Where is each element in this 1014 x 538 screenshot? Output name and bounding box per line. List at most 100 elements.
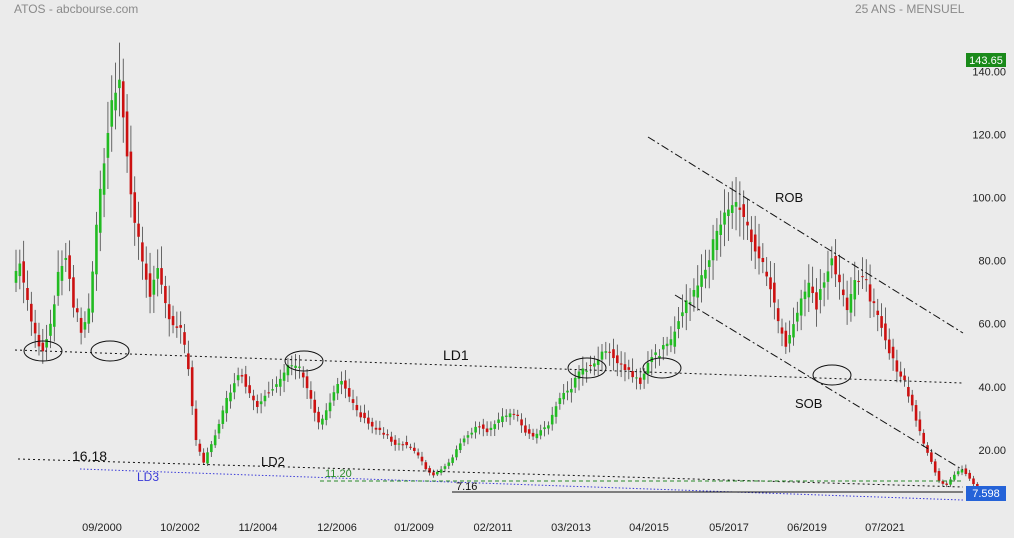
- candle-body: [799, 298, 803, 316]
- candle-body: [390, 436, 393, 442]
- candle-body: [937, 471, 941, 482]
- candle-body: [501, 416, 504, 423]
- candle-body: [815, 292, 818, 310]
- candle-body: [248, 385, 251, 394]
- candle-body: [508, 413, 512, 418]
- candle-body: [704, 269, 707, 279]
- annotation-7-16: 7.16: [456, 481, 477, 493]
- candle-body: [370, 421, 374, 427]
- candle-body: [612, 349, 615, 359]
- candle-body: [753, 234, 757, 252]
- candle-body: [141, 242, 144, 262]
- candle-body: [462, 438, 466, 443]
- candle-body: [769, 277, 772, 290]
- x-tick-label: 07/2021: [865, 522, 905, 534]
- candle-body: [956, 471, 960, 475]
- candle-body: [179, 325, 182, 328]
- candle-body: [416, 452, 420, 456]
- candle-body: [129, 151, 133, 195]
- candle-body: [819, 289, 822, 300]
- candle-body: [413, 447, 416, 451]
- x-tick-label: 04/2015: [629, 522, 669, 534]
- candle-body: [776, 308, 780, 322]
- candle-body: [171, 316, 175, 326]
- candle-body: [922, 432, 926, 444]
- candle-body: [895, 360, 899, 372]
- max-price-label: 143.65: [969, 55, 1003, 67]
- y-tick-label: 100.00: [972, 193, 1006, 205]
- last-price-label: 7.598: [972, 488, 1000, 500]
- header-left: ATOS - abcbourse.com: [14, 2, 139, 16]
- candle-body: [773, 282, 776, 303]
- candle-body: [543, 427, 546, 430]
- candle-body: [405, 441, 408, 446]
- candle-body: [397, 443, 401, 445]
- candle-body: [37, 334, 41, 347]
- circle-marker: [284, 350, 324, 372]
- x-tick-label: 12/2006: [317, 522, 357, 534]
- candle-body: [393, 439, 397, 445]
- x-tick-label: 06/2019: [787, 522, 827, 534]
- candle-body: [669, 339, 673, 346]
- candle-body: [627, 367, 631, 370]
- candle-body: [324, 410, 328, 421]
- candle-body: [566, 390, 569, 393]
- candle-body: [887, 339, 891, 354]
- candle-body: [750, 229, 753, 243]
- candle-body: [964, 468, 968, 475]
- candle-body: [290, 365, 294, 367]
- candle-body: [696, 285, 700, 298]
- candle-body: [102, 163, 106, 195]
- candle-body: [148, 273, 152, 297]
- candle-body: [903, 375, 906, 381]
- x-tick-label: 10/2002: [160, 522, 200, 534]
- candle-body: [711, 239, 715, 261]
- trendline-ld2: [17, 458, 964, 488]
- candle-body: [727, 209, 730, 216]
- candle-body: [60, 265, 64, 281]
- last-price-badge: [966, 486, 1006, 501]
- candle-body: [432, 472, 435, 476]
- candle-body: [95, 224, 98, 275]
- candle-body: [861, 276, 864, 278]
- candle-body: [98, 188, 102, 233]
- candle-body: [960, 469, 964, 473]
- candle-body: [409, 446, 412, 448]
- candle-body: [106, 132, 110, 158]
- candle-body: [631, 371, 634, 378]
- candle-body: [539, 430, 543, 436]
- candle-body: [137, 223, 140, 237]
- candle-body: [884, 323, 887, 341]
- candle-body: [68, 255, 71, 279]
- candle-body: [263, 395, 267, 402]
- candle-body: [401, 444, 405, 446]
- annotation-11-20: 11.20: [325, 468, 352, 480]
- candle-body: [167, 304, 171, 320]
- candle-body: [45, 339, 48, 348]
- x-tick-label: 11/2004: [239, 522, 278, 534]
- candle-body: [585, 370, 588, 372]
- candle-body: [535, 433, 539, 439]
- candle-body: [206, 452, 209, 464]
- candle-body: [18, 263, 22, 277]
- annotation-ld1: LD1: [443, 347, 469, 363]
- candle-body: [160, 268, 163, 285]
- candle-body: [164, 286, 167, 304]
- candle-body: [845, 297, 849, 311]
- candle-body: [378, 427, 382, 431]
- candle-body: [183, 332, 186, 345]
- candle-body: [677, 321, 680, 330]
- candle-body: [899, 371, 903, 377]
- candle-body: [22, 261, 25, 283]
- candle-body: [347, 388, 351, 397]
- candle-body: [309, 390, 313, 399]
- candle-body: [474, 426, 477, 433]
- candle-body: [707, 260, 711, 267]
- candle-body: [742, 204, 745, 217]
- candle-body: [328, 402, 332, 412]
- candle-body: [321, 418, 324, 425]
- candle-body: [466, 435, 470, 438]
- candle-body: [876, 310, 880, 316]
- candle-body: [914, 405, 918, 421]
- candle-body: [497, 419, 500, 423]
